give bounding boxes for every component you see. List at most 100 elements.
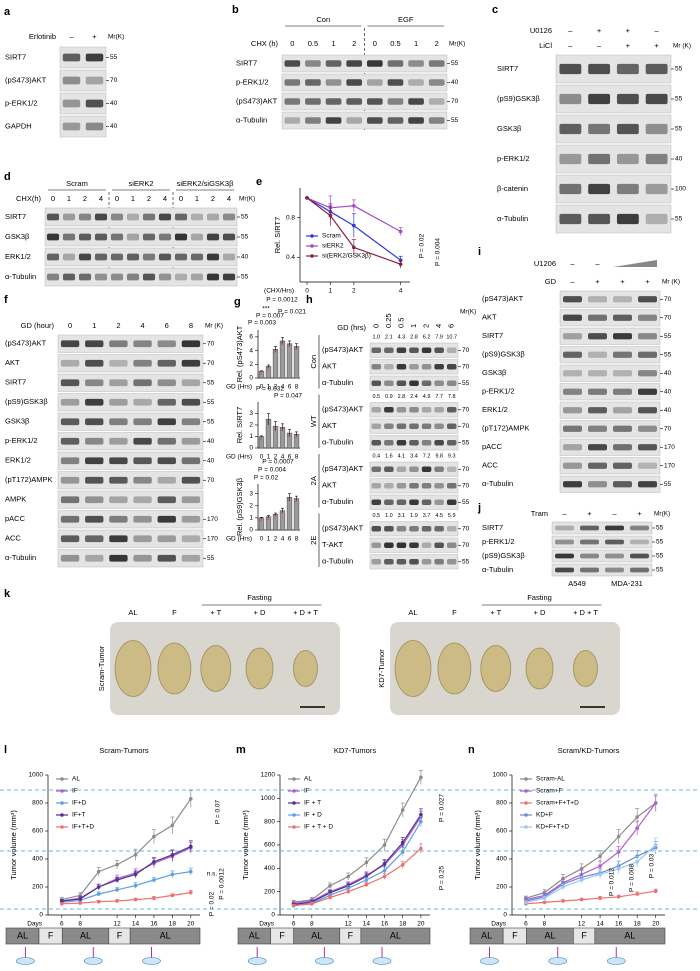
row-label: (pS473)AKT <box>5 339 47 348</box>
blot-band <box>371 482 382 489</box>
row-label: (pS473)AKT <box>322 345 364 354</box>
annotation: P = 0.004 <box>435 238 442 266</box>
blot-band <box>60 418 80 426</box>
blot-band <box>387 60 404 67</box>
chart-title: KD7-Tumors <box>334 746 376 755</box>
x-tick-label: 18 <box>399 921 407 928</box>
mw-marker: 55 <box>664 481 672 488</box>
blot-band <box>94 273 108 281</box>
quant-value: 7.8 <box>448 394 456 400</box>
data-point <box>115 878 119 882</box>
blot-band <box>60 359 80 367</box>
data-point <box>598 896 602 900</box>
blot-band <box>396 347 407 354</box>
annotation: n.s. <box>207 871 218 878</box>
schedule-label: F <box>581 930 587 940</box>
mw-marker: 55 <box>207 555 215 562</box>
group-label: siERK2/siGSK3β <box>177 179 235 188</box>
blot-band <box>85 379 104 387</box>
blot-band <box>605 525 624 531</box>
blot-band <box>222 233 236 241</box>
blot-band <box>580 567 599 573</box>
blot-band <box>409 542 419 549</box>
data-point <box>310 902 314 906</box>
x-tick-label: 12 <box>113 921 121 928</box>
y-tick-label: 0 <box>249 445 253 452</box>
x-tick-label: 8 <box>295 454 299 461</box>
legend-label: si(ERK2/GSK3β) <box>322 253 371 260</box>
data-point <box>328 213 333 218</box>
mw-marker: 40 <box>207 457 215 464</box>
header-label: U1206 <box>534 259 556 268</box>
row-label: (pS473)AKT <box>322 524 364 533</box>
blot-band <box>60 437 80 445</box>
blot-band <box>85 437 104 445</box>
blot-band <box>133 418 152 426</box>
x-tick-label: 0 <box>260 536 264 543</box>
blot-band <box>563 388 582 395</box>
blot-band <box>616 93 639 105</box>
blot-band <box>555 567 574 573</box>
blot-band <box>346 79 363 86</box>
row-label: AKT <box>5 358 20 367</box>
blot-band <box>109 359 128 367</box>
blot-band <box>563 462 582 469</box>
y-tick-label: 600 <box>32 828 43 835</box>
data-point <box>78 901 83 905</box>
data-point <box>170 823 175 828</box>
blot-band <box>206 213 220 221</box>
blot-band <box>645 63 668 75</box>
blot-band <box>85 457 104 465</box>
row-label: α-Tubulin <box>322 497 353 506</box>
lane-label: 4 <box>99 194 103 203</box>
bar <box>293 346 300 379</box>
row-label: pACC <box>482 442 503 451</box>
row-label: (pS473)AKT <box>236 96 278 105</box>
annotation: P = 0.0007 <box>262 459 294 466</box>
row-label: SIRT7 <box>5 52 26 61</box>
blot-strip <box>57 393 204 412</box>
group-label: EGF <box>398 15 414 24</box>
data-point <box>400 808 405 812</box>
data-point <box>60 899 64 903</box>
tumor <box>293 650 318 687</box>
blot-band <box>158 233 172 241</box>
blot-band <box>588 425 607 432</box>
blot-band <box>588 183 611 195</box>
x-tick-label: 6 <box>288 536 292 543</box>
data-point <box>542 896 547 900</box>
blot-band <box>421 423 432 430</box>
quant-value: 4.5 <box>435 513 443 519</box>
tumor <box>525 647 554 690</box>
mw-marker: 70 <box>462 482 470 489</box>
legend-label: Scram <box>322 233 341 240</box>
data-point <box>170 893 175 898</box>
blot-band <box>638 425 657 432</box>
blot-band <box>616 123 639 135</box>
dosing-icon <box>606 957 626 965</box>
x-tick-label: 8 <box>295 536 299 543</box>
x-tick-label: 6 <box>288 454 292 461</box>
blot-band <box>434 466 444 473</box>
annotation: P = 0.004 <box>258 467 286 474</box>
y-tick-label: 3 <box>249 410 253 417</box>
blot-band <box>421 439 432 446</box>
panel-letter: l <box>4 744 7 756</box>
blot-band <box>409 439 419 446</box>
data-point <box>115 888 119 892</box>
mr-label: Mr (K) <box>673 43 691 50</box>
blot-band <box>60 554 80 562</box>
lane-label: 1 <box>195 194 199 203</box>
photo-title: KD7-Tumor <box>377 649 386 688</box>
blot-band <box>109 398 128 406</box>
blot-band <box>409 363 419 370</box>
blot-band <box>645 213 668 225</box>
mw-marker: 70 <box>664 296 672 303</box>
blot-band <box>371 525 382 532</box>
mw-marker: 55 <box>462 499 470 506</box>
blot-band <box>605 539 624 545</box>
annotation: P = 0.25 <box>439 865 446 890</box>
blot-band <box>580 539 599 545</box>
legend-label: KD+F+T+D <box>536 824 569 831</box>
blot-band <box>371 380 382 387</box>
